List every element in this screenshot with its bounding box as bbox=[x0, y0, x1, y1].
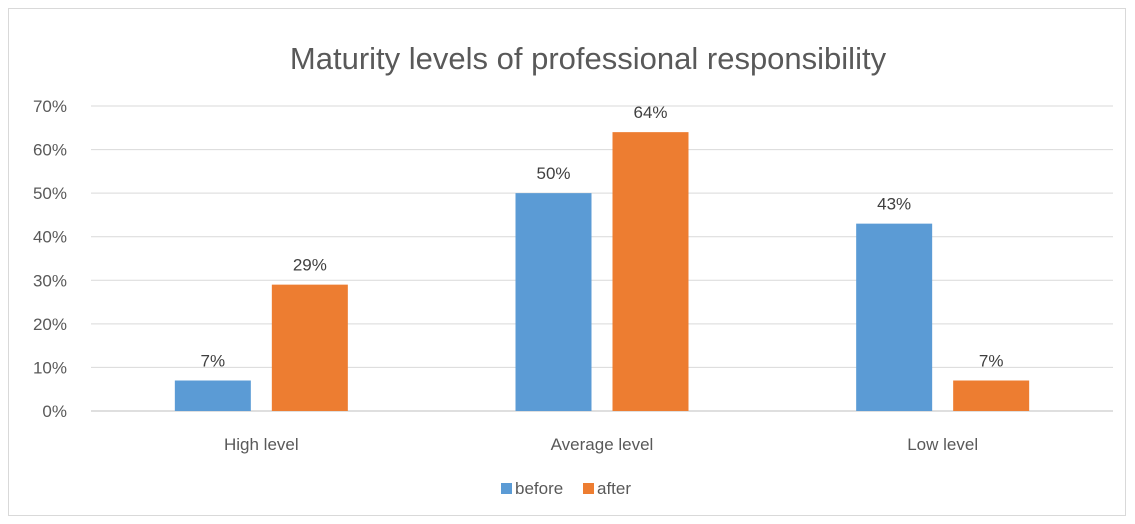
data-label: 7% bbox=[201, 352, 226, 371]
y-tick-label: 70% bbox=[33, 97, 67, 116]
legend-label-before: before bbox=[515, 479, 563, 498]
bar-chart: Maturity levels of professional responsi… bbox=[33, 41, 1113, 498]
legend-swatch-after bbox=[583, 483, 594, 494]
bar-before bbox=[515, 193, 592, 411]
data-label: 64% bbox=[633, 103, 667, 122]
x-category-label: Average level bbox=[551, 435, 654, 454]
y-tick-label: 40% bbox=[33, 228, 67, 247]
chart-area: Maturity levels of professional responsi… bbox=[8, 8, 1126, 516]
bar-before bbox=[174, 380, 251, 411]
y-tick-label: 10% bbox=[33, 358, 67, 377]
legend-label-after: after bbox=[597, 479, 631, 498]
data-labels: 7% 29% 50% 64% 43% 7% bbox=[201, 103, 1004, 370]
bars bbox=[174, 132, 1030, 411]
y-tick-label: 50% bbox=[33, 184, 67, 203]
y-tick-label: 30% bbox=[33, 271, 67, 290]
bar-after bbox=[271, 284, 348, 411]
bar-after bbox=[953, 380, 1030, 411]
data-label: 29% bbox=[293, 256, 327, 275]
x-category-label: Low level bbox=[907, 435, 978, 454]
x-category-label: High level bbox=[224, 435, 299, 454]
y-tick-label: 20% bbox=[33, 315, 67, 334]
y-tick-label: 0% bbox=[42, 402, 67, 421]
bar-after bbox=[612, 132, 689, 411]
x-axis-categories: High level Average level Low level bbox=[224, 435, 978, 454]
data-label: 43% bbox=[877, 195, 911, 214]
gridlines bbox=[91, 105, 1113, 412]
data-label: 7% bbox=[979, 352, 1004, 371]
y-tick-label: 60% bbox=[33, 141, 67, 160]
legend: before after bbox=[501, 479, 631, 498]
bar-before bbox=[856, 223, 933, 411]
y-axis-ticks: 0% 10% 20% 30% 40% 50% 60% 70% bbox=[33, 97, 67, 421]
chart-title: Maturity levels of professional responsi… bbox=[290, 41, 887, 76]
data-label: 50% bbox=[536, 164, 570, 183]
legend-swatch-before bbox=[501, 483, 512, 494]
